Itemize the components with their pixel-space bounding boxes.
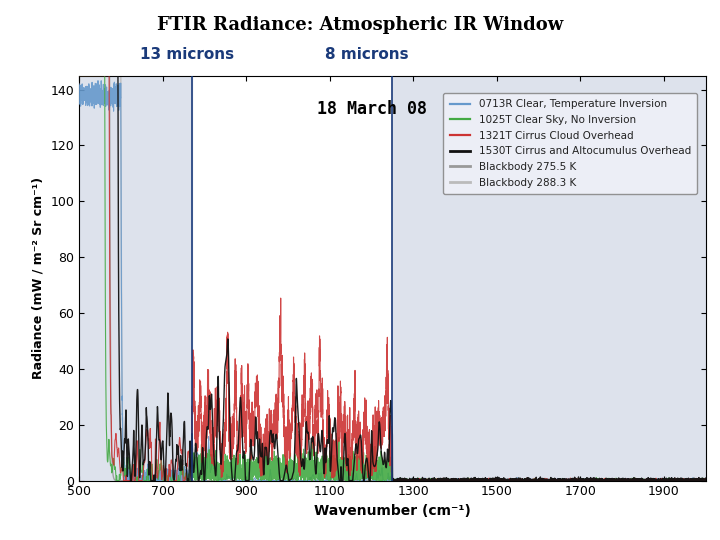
Legend: 0713R Clear, Temperature Inversion, 1025T Clear Sky, No Inversion, 1321T Cirrus : 0713R Clear, Temperature Inversion, 1025… <box>444 93 697 194</box>
Text: 18 March 08: 18 March 08 <box>318 100 427 118</box>
Text: FTIR Radiance: Atmospheric IR Window: FTIR Radiance: Atmospheric IR Window <box>157 16 563 34</box>
Bar <box>392 76 706 481</box>
Text: 13 microns: 13 microns <box>140 47 234 62</box>
Y-axis label: Radiance (mW / m⁻² Sr cm⁻¹): Radiance (mW / m⁻² Sr cm⁻¹) <box>32 177 45 379</box>
Text: 8 microns: 8 microns <box>325 47 409 62</box>
Bar <box>79 76 192 481</box>
X-axis label: Wavenumber (cm⁻¹): Wavenumber (cm⁻¹) <box>314 504 471 518</box>
